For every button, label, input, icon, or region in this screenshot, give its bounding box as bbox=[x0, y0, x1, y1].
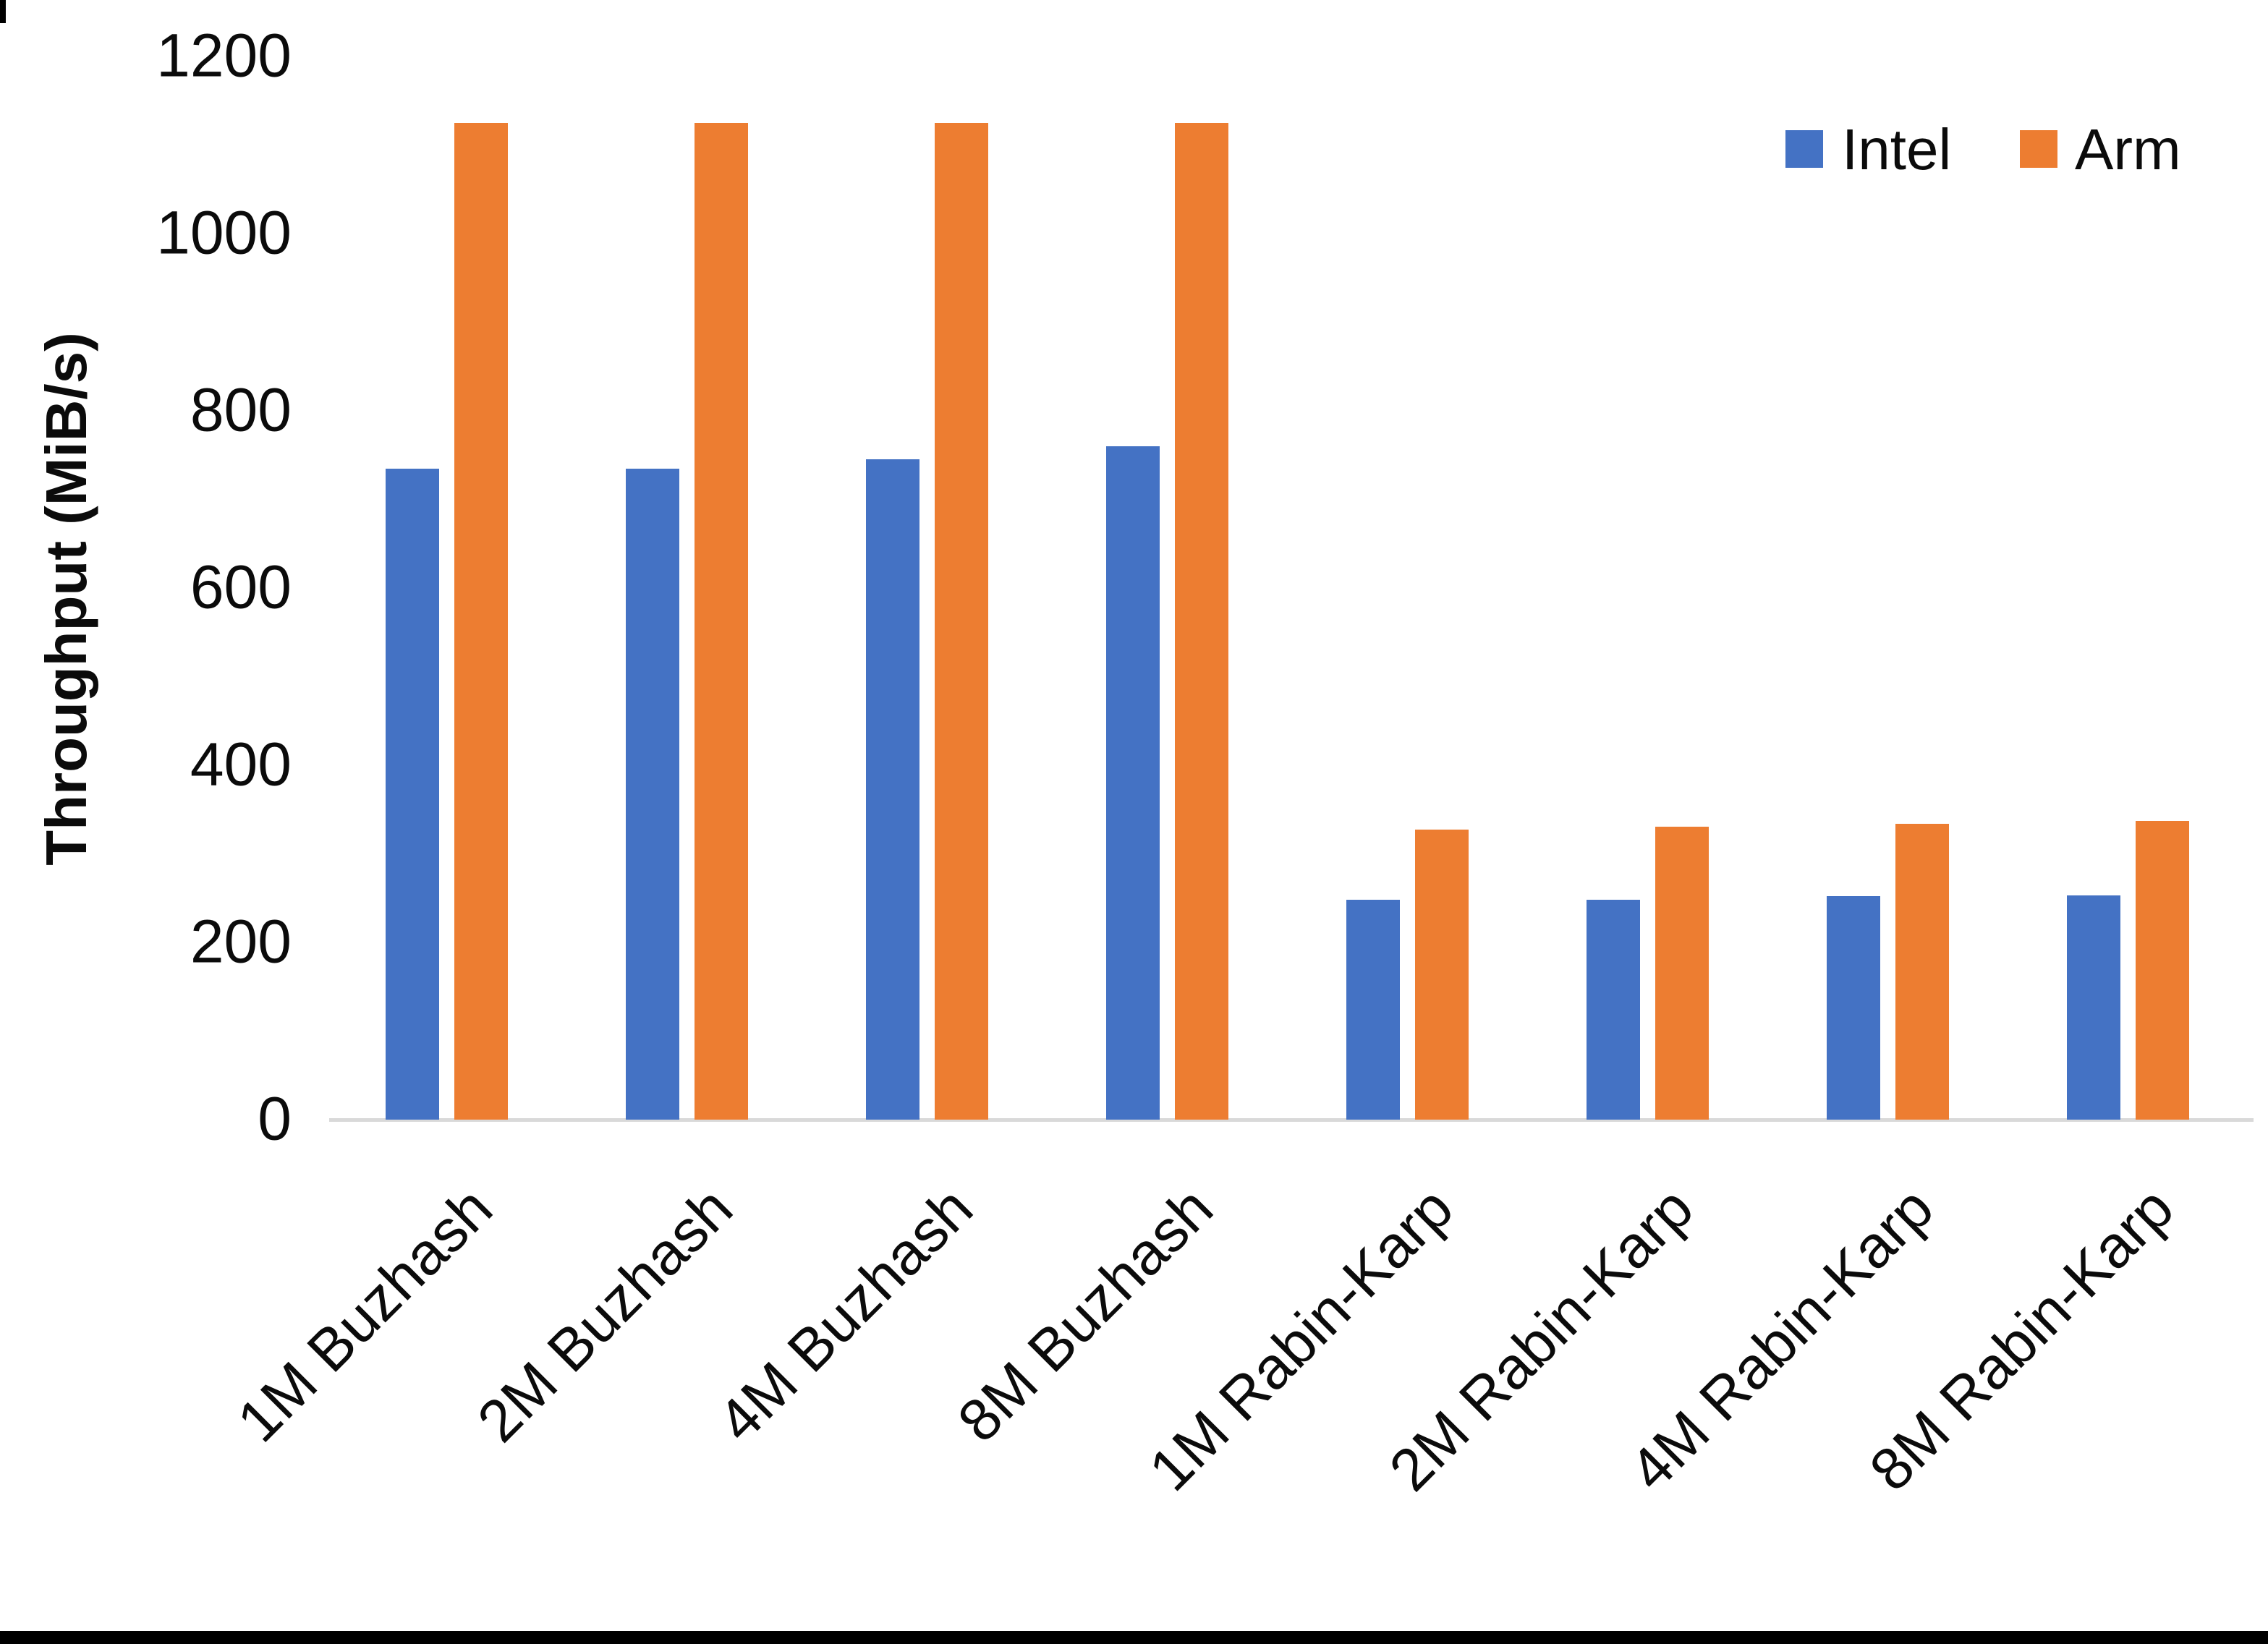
y-tick-800: 800 bbox=[190, 375, 292, 444]
bottom-border bbox=[0, 1631, 2268, 1644]
legend-label-intel: Intel bbox=[1842, 117, 1952, 182]
y-tick-1000: 1000 bbox=[156, 198, 292, 267]
x-label-1m-buzhash: 1M Buzhash bbox=[225, 1175, 505, 1455]
bar-intel-2m-buzhash bbox=[626, 469, 679, 1120]
y-tick-600: 600 bbox=[190, 553, 292, 621]
y-tick-200: 200 bbox=[190, 907, 292, 976]
legend-swatch-arm bbox=[2020, 130, 2057, 168]
y-tick-400: 400 bbox=[190, 730, 292, 798]
screen-edge-artifact bbox=[0, 0, 6, 23]
bar-intel-8m-rabin-karp bbox=[2067, 895, 2120, 1120]
bar-intel-4m-rabin-karp bbox=[1827, 896, 1880, 1120]
bar-arm-1m-buzhash bbox=[454, 123, 508, 1120]
bar-arm-2m-rabin-karp bbox=[1655, 827, 1709, 1120]
bar-arm-4m-rabin-karp bbox=[1895, 824, 1949, 1120]
y-tick-0: 0 bbox=[258, 1084, 292, 1153]
x-label-2m-buzhash: 2M Buzhash bbox=[465, 1175, 745, 1455]
bar-intel-8m-buzhash bbox=[1106, 446, 1160, 1120]
bar-intel-4m-buzhash bbox=[866, 459, 919, 1120]
bar-intel-1m-rabin-karp bbox=[1346, 900, 1400, 1120]
legend-swatch-intel bbox=[1785, 130, 1823, 168]
bar-arm-1m-rabin-karp bbox=[1415, 830, 1469, 1120]
x-axis-line bbox=[329, 1118, 2254, 1122]
bar-intel-1m-buzhash bbox=[386, 469, 439, 1120]
bar-arm-8m-rabin-karp bbox=[2136, 821, 2189, 1120]
y-axis-title: Throughput (MiB/s) bbox=[34, 332, 98, 866]
bar-arm-2m-buzhash bbox=[695, 123, 748, 1120]
bar-arm-4m-buzhash bbox=[935, 123, 988, 1120]
bar-arm-8m-buzhash bbox=[1175, 123, 1228, 1120]
x-label-4m-buzhash: 4M Buzhash bbox=[705, 1175, 985, 1455]
bar-intel-2m-rabin-karp bbox=[1587, 900, 1640, 1120]
legend-label-arm: Arm bbox=[2075, 117, 2181, 182]
y-tick-1200: 1200 bbox=[156, 21, 292, 90]
